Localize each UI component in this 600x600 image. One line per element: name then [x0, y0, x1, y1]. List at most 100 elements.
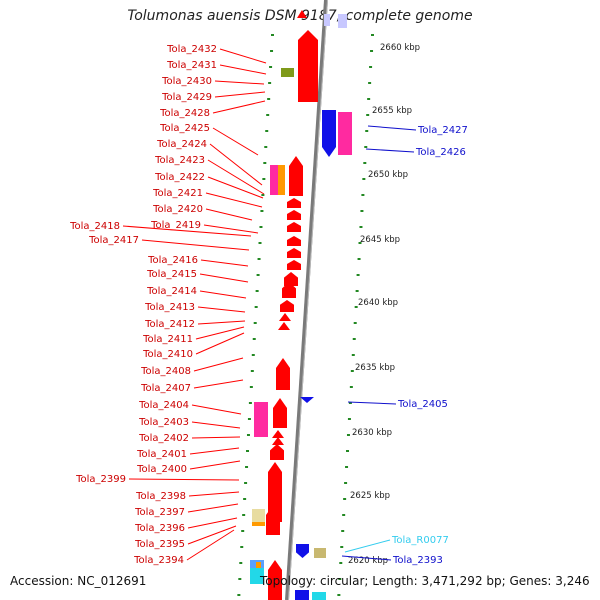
label-leader-line — [189, 460, 241, 470]
gene-label: Tola_2431 — [166, 60, 217, 71]
label-leader-line — [219, 64, 267, 75]
kbp-tick-label: 2650 kbp — [368, 170, 408, 180]
tan-gene — [314, 548, 326, 558]
label-leader-line — [207, 159, 265, 195]
dotted-scale-arcs — [237, 34, 374, 596]
inner-scale-dot — [256, 274, 260, 276]
outer-scale-dot — [361, 194, 365, 196]
inner-scale-dot — [241, 530, 245, 532]
outer-scale-dot — [365, 130, 369, 132]
label-leader-line — [367, 125, 417, 131]
outer-scale-dot — [357, 258, 361, 260]
outer-scale-dot — [338, 578, 342, 580]
forward-gene — [270, 444, 284, 460]
inner-scale-dot — [244, 482, 248, 484]
outer-scale-dot — [355, 290, 359, 292]
forward-gene — [298, 30, 318, 102]
gene-label: Tola_2410 — [142, 349, 193, 360]
gene-label: Tola_2395 — [134, 539, 185, 550]
outer-scale-dot — [356, 274, 360, 276]
outer-scale-dot — [358, 242, 362, 244]
gene-label: Tola_2399 — [75, 474, 126, 485]
label-leader-line — [219, 48, 267, 64]
outer-scale-dot — [340, 546, 344, 548]
gene-label: Tola_2432 — [166, 44, 217, 55]
label-leader-line — [347, 401, 397, 405]
outer-scale-dot — [360, 210, 364, 212]
label-leader-line — [187, 525, 237, 545]
gene-label: Tola_2416 — [147, 255, 198, 266]
outer-scale-dot — [369, 66, 373, 68]
tan-gene — [252, 509, 265, 523]
inner-scale-dot — [253, 322, 257, 324]
orange-gene — [278, 165, 285, 195]
inner-scale-dot — [243, 498, 247, 500]
forward-gene — [276, 358, 290, 390]
kbp-tick-label: 2625 kbp — [350, 491, 390, 501]
inner-scale-dot — [265, 130, 269, 132]
gene-label: Tola_2421 — [152, 188, 203, 199]
outer-scale-dot — [353, 322, 357, 324]
topology-text: Topology: circular; Length: 3,471,292 bp… — [260, 574, 590, 588]
label-leader-line — [187, 503, 239, 513]
orange-gene — [252, 522, 265, 526]
outer-scale-dot — [363, 162, 367, 164]
gene-label: Tola_2418 — [69, 221, 120, 232]
outer-scale-dot — [362, 178, 366, 180]
inner-scale-dot — [248, 402, 252, 404]
inner-scale-dot — [259, 226, 263, 228]
small-forward-gene — [278, 322, 290, 330]
inner-scale-dot — [242, 514, 246, 516]
pink-gene — [254, 402, 268, 430]
inner-scale-dot — [263, 162, 267, 164]
label-leader-line — [195, 326, 245, 340]
inner-scale-dot — [260, 210, 264, 212]
gene-label: Tola_2429 — [161, 92, 212, 103]
forward-gene — [282, 282, 296, 298]
label-leader-line — [212, 127, 259, 156]
inner-scale-dot — [268, 82, 272, 84]
label-leader-line — [193, 379, 244, 389]
backbone-highlight — [288, 0, 328, 600]
forward-gene — [280, 300, 294, 312]
kbp-tick-label: 2630 kbp — [352, 428, 392, 438]
reverse-gene — [295, 590, 309, 600]
gene-label: Tola_2397 — [134, 507, 185, 518]
gene-label: Tola_2419 — [150, 220, 201, 231]
small-forward-gene — [297, 10, 307, 18]
gene-label: Tola_2420 — [152, 204, 203, 215]
inner-scale-dot — [251, 354, 255, 356]
label-leader-line — [187, 517, 238, 529]
gene-features — [250, 10, 352, 600]
outer-scale-dot — [346, 434, 350, 436]
gene-label: Tola_2411 — [142, 334, 193, 345]
label-leader-line — [209, 143, 263, 186]
label-leader-line — [199, 273, 249, 283]
outer-scale-dot — [351, 354, 355, 356]
inner-scale-dot — [237, 594, 241, 596]
inner-scale-dot — [238, 578, 242, 580]
label-leader-line — [214, 91, 266, 98]
gene-label: Tola_2404 — [138, 400, 189, 411]
outer-scale-dot — [370, 50, 374, 52]
gene-label: Tola_2414 — [146, 286, 197, 297]
label-leader-line — [344, 539, 391, 553]
inner-scale-dot — [261, 194, 265, 196]
outer-scale-dot — [349, 386, 353, 388]
right-gene-labels: Tola_2427 Tola_2426 Tola_2405 Tola_R0077 Tol… — [341, 125, 468, 566]
label-leader-line — [200, 259, 249, 267]
gene-label: Tola_2396 — [134, 523, 185, 534]
inner-scale-dot — [267, 98, 271, 100]
outer-scale-dot — [341, 530, 345, 532]
kbp-tick-label: 2645 kbp — [360, 235, 400, 245]
gene-label: Tola_2401 — [136, 449, 187, 460]
outer-scale-dot — [359, 226, 363, 228]
inner-scale-dot — [249, 386, 253, 388]
label-leader-line — [122, 225, 252, 237]
forward-gene — [268, 462, 282, 522]
inner-scale-dot — [271, 34, 274, 36]
forward-gene — [287, 248, 301, 258]
inner-scale-dot — [239, 562, 243, 564]
outer-scale-dot — [371, 34, 374, 36]
gene-label: Tola_2393 — [392, 555, 443, 566]
